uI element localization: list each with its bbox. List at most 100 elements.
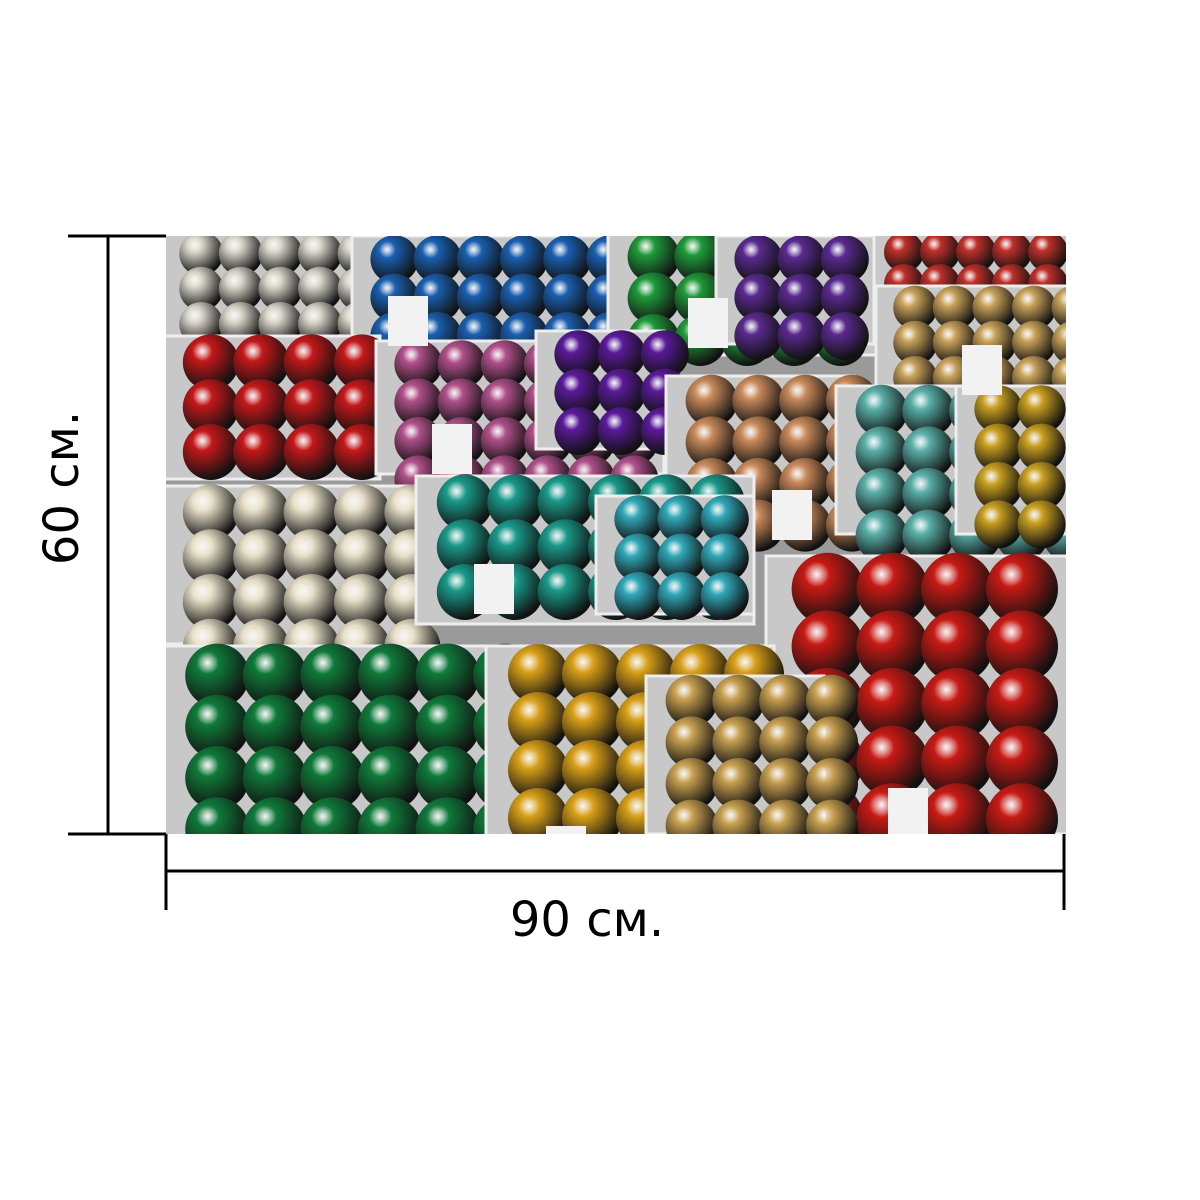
ornament (856, 610, 929, 683)
ornament (218, 266, 263, 311)
ornament (855, 384, 908, 437)
ornament (779, 416, 832, 469)
ornament (182, 424, 239, 480)
ornament (537, 519, 594, 576)
ornament (508, 788, 568, 834)
ornament (921, 668, 994, 740)
ornament (1017, 385, 1066, 434)
ornament (182, 574, 239, 630)
ornament (759, 758, 812, 810)
ornament (1017, 462, 1066, 510)
ornament (986, 783, 1058, 834)
ornament (806, 758, 858, 810)
ornament (562, 740, 622, 800)
ornament (674, 236, 727, 283)
ornament (298, 236, 342, 276)
ornament (712, 758, 765, 810)
ornament (986, 725, 1058, 798)
ornament (972, 285, 1017, 330)
ornament (902, 509, 955, 562)
ornament (685, 416, 738, 469)
price-tag (546, 826, 586, 834)
ornament (712, 716, 765, 769)
ornament (974, 500, 1023, 549)
ornament (734, 312, 783, 360)
ornament (480, 417, 529, 465)
ornament (283, 424, 340, 480)
ornament (856, 552, 929, 625)
ornament (258, 266, 303, 311)
dimension-lines (68, 234, 1066, 910)
ornament (456, 273, 505, 322)
ornament (370, 236, 419, 284)
ornament (480, 378, 529, 427)
width-label: 90 см. (510, 892, 664, 948)
ornament (820, 236, 869, 284)
ornament (358, 694, 422, 759)
price-tag (688, 298, 728, 348)
ornament (700, 572, 749, 620)
ornament (1051, 286, 1066, 329)
ornament (394, 340, 443, 389)
ornament (597, 407, 646, 455)
ornament (185, 643, 250, 708)
ornament (233, 529, 290, 586)
ornament (791, 552, 864, 625)
ornament (614, 572, 663, 620)
ornament (242, 694, 307, 759)
ornament (300, 746, 365, 810)
ornament (884, 236, 924, 272)
ornament (283, 574, 340, 630)
ornament (893, 320, 938, 365)
ornament (413, 236, 462, 284)
price-tag (772, 490, 812, 540)
ornament (700, 533, 749, 582)
ornament (487, 474, 544, 531)
ornament (300, 694, 365, 759)
ornament (242, 643, 307, 708)
ornament (640, 330, 689, 379)
ornament (956, 236, 996, 272)
ornament (283, 484, 340, 541)
ornament (283, 334, 340, 391)
ornament (508, 692, 568, 752)
ornament (657, 572, 706, 620)
ornament (657, 495, 706, 544)
ornament (700, 495, 749, 544)
ornament (283, 529, 340, 586)
ornament (436, 474, 493, 531)
photo (166, 236, 1066, 834)
ornament (685, 374, 738, 427)
ornament (855, 468, 908, 520)
ornament (182, 379, 239, 436)
ornament (179, 236, 224, 276)
ornament (921, 610, 994, 683)
ornament (415, 746, 480, 810)
ornament (893, 285, 938, 330)
ornament (182, 529, 239, 586)
ornament (855, 509, 908, 562)
ornament (627, 272, 680, 325)
ornament (185, 746, 250, 810)
ornament (300, 643, 365, 708)
ornament (759, 674, 812, 727)
ornament (508, 644, 568, 704)
ornament (242, 797, 307, 834)
ornament (986, 552, 1058, 625)
ornament (806, 674, 858, 727)
ornament (921, 725, 994, 798)
ornament (1012, 285, 1056, 330)
ornament (902, 426, 955, 479)
ornament (182, 334, 239, 391)
ornament (759, 799, 812, 834)
ornament (732, 374, 785, 427)
price-tag (432, 424, 472, 474)
ornament (820, 273, 869, 322)
ornament (597, 368, 646, 417)
ornament (902, 468, 955, 520)
ornament (1017, 423, 1066, 472)
ornament (657, 533, 706, 582)
ornament (437, 378, 486, 427)
ornament (487, 519, 544, 576)
